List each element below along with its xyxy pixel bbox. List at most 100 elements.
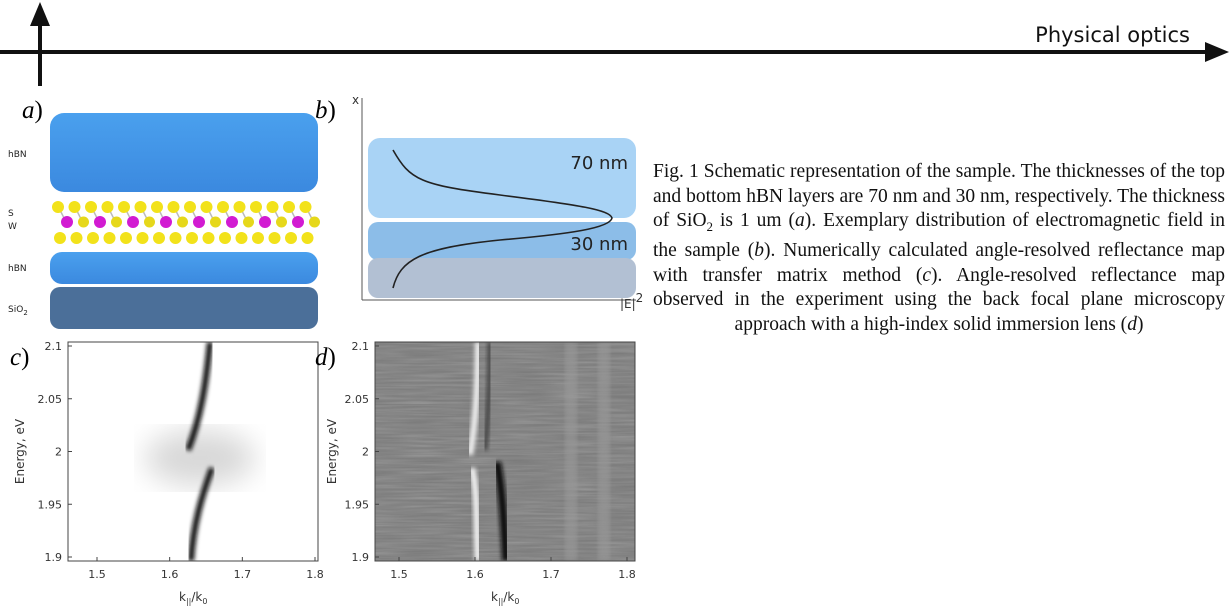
label-sub: || — [498, 597, 503, 606]
sulfur-atom — [136, 232, 149, 244]
tmd-layer — [52, 201, 320, 244]
axis-text: |E| — [620, 297, 636, 311]
y-axis-label: Energy, eV — [325, 418, 339, 484]
lower-branch — [188, 466, 215, 561]
caption-sub: 2 — [706, 218, 714, 234]
section-title: Physical optics — [1035, 23, 1190, 47]
tungsten-atom — [61, 216, 73, 228]
sulfur-atom — [268, 232, 281, 244]
sulfur-atom — [52, 201, 64, 213]
y-tick-label: 1.9 — [352, 551, 370, 564]
layer-text: SiO — [8, 305, 23, 315]
sulfur-atom — [134, 201, 147, 213]
label-sub: 0 — [514, 597, 519, 606]
panel-label: c) — [10, 344, 29, 371]
sulfur-atom — [266, 201, 279, 213]
sulfur-atom — [309, 216, 320, 228]
sulfur-atom — [276, 216, 287, 228]
halo — [145, 430, 255, 486]
sulfur-atom — [210, 216, 221, 228]
header-arrow-up — [30, 2, 50, 26]
sulfur-atom — [177, 216, 188, 228]
sulfur-atom — [68, 201, 81, 213]
caption-text: ). Numerically calculated angle-resolved… — [653, 240, 1225, 286]
panel-paren: ) — [328, 97, 336, 124]
caption-text: Fig. 1 Schematic representation of the s… — [653, 161, 1225, 231]
sulfur-atom — [169, 232, 182, 244]
hbn-top — [50, 113, 318, 192]
header-arrow — [1205, 42, 1229, 62]
panel-paren: ) — [328, 344, 336, 371]
sulfur-atom — [101, 201, 114, 213]
map-d — [375, 342, 635, 561]
x-tick-label: 1.5 — [88, 568, 106, 581]
lower-branch-dark — [493, 461, 510, 561]
panel-paren: ) — [21, 344, 29, 371]
tungsten-atom — [94, 216, 106, 228]
x-tick-label: 1.8 — [618, 568, 636, 581]
y-tick-label: 2 — [362, 446, 369, 459]
x-axis-label: k||/k0 — [491, 590, 519, 606]
sulfur-atom — [219, 232, 231, 244]
field-profile — [392, 149, 613, 289]
y-tick-label: 1.95 — [345, 498, 370, 511]
sulfur-atom — [167, 201, 180, 213]
sulfur-atom — [151, 201, 163, 213]
stripe — [565, 342, 577, 561]
panel-label: a) — [22, 97, 43, 124]
layer-label: W — [8, 222, 17, 232]
y-tick-label: 1.95 — [38, 498, 63, 511]
sulfur-atom — [85, 201, 97, 213]
sulfur-atom — [54, 232, 66, 244]
label-sub: || — [186, 597, 191, 606]
x-tick-label: 1.7 — [542, 568, 560, 581]
caption-ref: a — [795, 210, 805, 231]
sulfur-atom — [235, 232, 248, 244]
tungsten-atom — [160, 216, 172, 228]
sulfur-atom — [299, 201, 312, 213]
x-axis-label: k||/k0 — [179, 590, 207, 606]
caption-ref: b — [754, 240, 765, 262]
layer-label: SiO2 — [8, 305, 28, 317]
sulfur-atom — [250, 201, 262, 213]
x-tick-label: 1.5 — [390, 568, 408, 581]
sulfur-atom — [233, 201, 246, 213]
sulfur-atom — [285, 232, 297, 244]
tungsten-atom — [193, 216, 205, 228]
axis-label: x — [352, 93, 359, 107]
sulfur-atom — [118, 201, 130, 213]
tungsten-atom — [226, 216, 238, 228]
sulfur-atom — [111, 216, 122, 228]
label-part: /k — [503, 590, 514, 604]
y-axis-label: Energy, eV — [13, 418, 27, 484]
stripe — [598, 342, 610, 561]
caption-ref: d — [1127, 313, 1137, 335]
label-part: /k — [191, 590, 202, 604]
sulfur-atom — [202, 232, 215, 244]
x-tick-label: 1.8 — [306, 568, 324, 581]
sulfur-atom — [283, 201, 295, 213]
caption-text: ). Exemplary distribution of electromagn… — [653, 210, 1225, 262]
sulfur-atom — [184, 201, 196, 213]
region-label: 30 nm — [570, 234, 628, 255]
sulfur-atom — [87, 232, 99, 244]
sulfur-atom — [252, 232, 264, 244]
panel-label: d) — [315, 344, 336, 371]
layer-label: hBN — [8, 264, 27, 274]
x-tick-label: 1.6 — [466, 568, 484, 581]
y-tick-label: 2 — [55, 446, 62, 459]
region-label: 70 nm — [570, 153, 628, 174]
label-part: k — [179, 590, 186, 604]
sio2-layer — [50, 287, 318, 329]
y-tick-label: 2.05 — [38, 393, 63, 406]
x-tick-label: 1.6 — [161, 568, 179, 581]
layer-sub: 2 — [23, 309, 27, 317]
sulfur-atom — [144, 216, 155, 228]
layer-label: S — [8, 209, 14, 219]
hbn-bottom — [50, 252, 318, 284]
panel-letter: c — [10, 344, 21, 371]
caption-text: ). Angle-resolved reflectance map observ… — [653, 264, 1226, 335]
caption-text: ) — [1136, 313, 1144, 335]
